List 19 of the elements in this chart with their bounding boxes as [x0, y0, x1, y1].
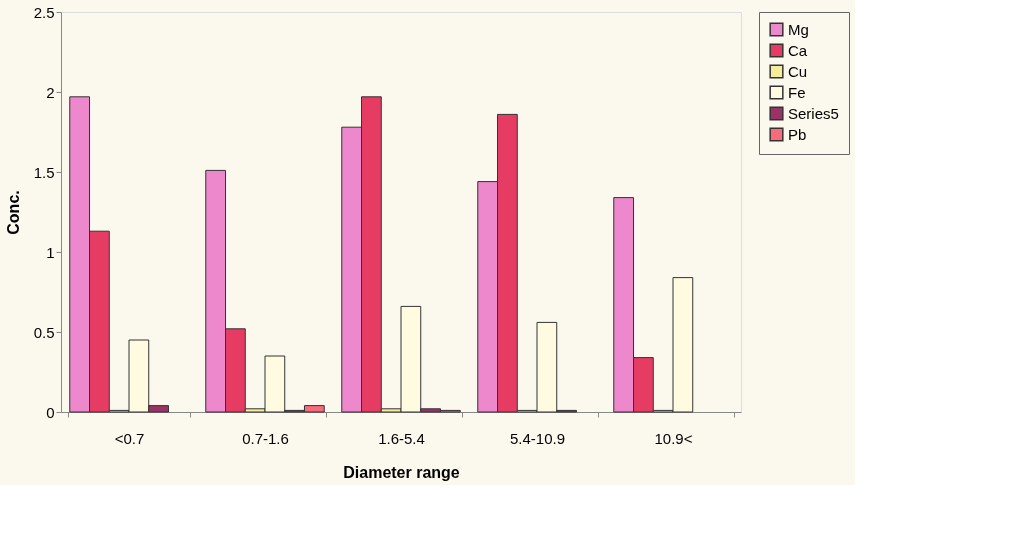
y-tick-label: 2.5	[33, 3, 55, 21]
legend-label: Pb	[788, 125, 807, 143]
legend-label: Fe	[788, 83, 806, 101]
y-tick-label: 0.5	[33, 323, 55, 341]
legend-label: Series5	[788, 104, 839, 122]
legend-label: Cu	[788, 62, 808, 80]
x-tick-label: <0.7	[114, 429, 145, 447]
x-tick-label: 0.7-1.6	[242, 429, 289, 447]
legend-label: Ca	[788, 41, 808, 59]
legend-label: Mg	[788, 20, 809, 38]
x-axis-title: Diameter range	[343, 463, 460, 481]
x-tick-label: 1.6-5.4	[378, 429, 425, 447]
y-tick-label: 2	[46, 83, 55, 101]
y-tick-label: 1	[46, 243, 55, 261]
y-tick-label: 1.5	[33, 163, 55, 181]
y-tick-label: 0	[46, 403, 55, 421]
y-axis-title: Conc.	[4, 190, 22, 235]
x-tick-label: 10.9<	[654, 429, 693, 447]
x-tick-label: 5.4-10.9	[509, 429, 566, 447]
